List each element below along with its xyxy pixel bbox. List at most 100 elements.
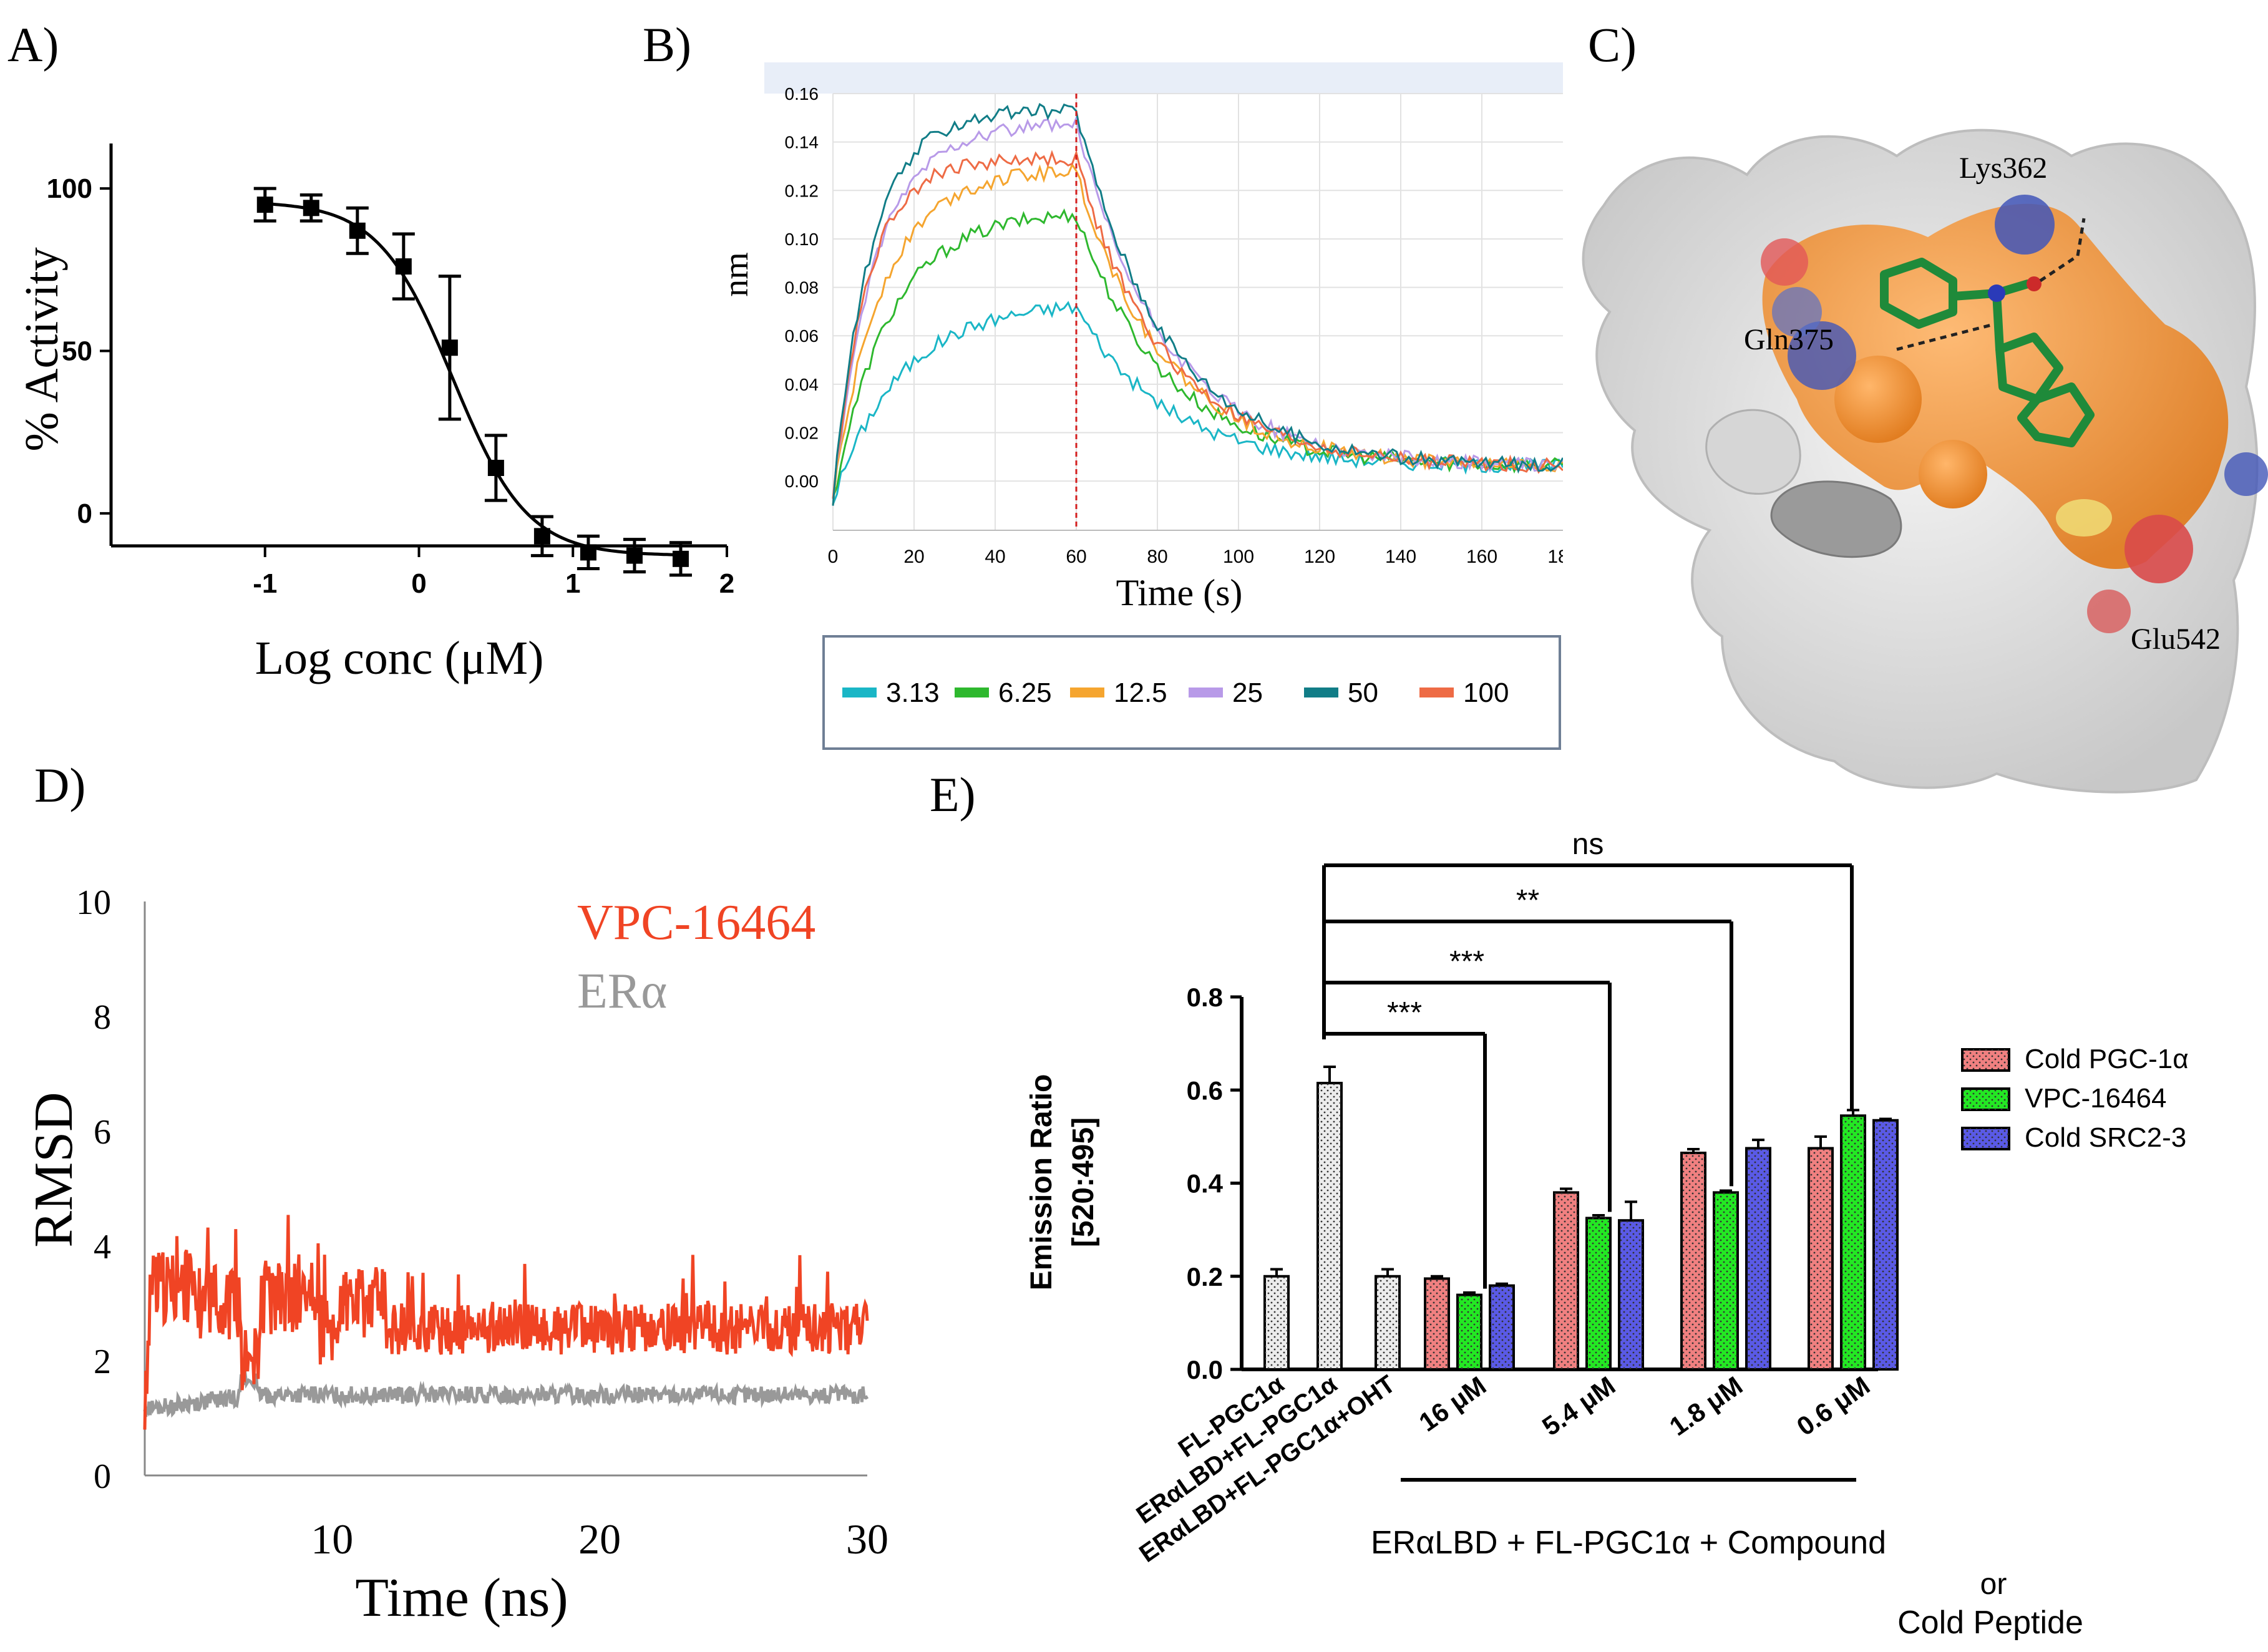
panel-b-grid bbox=[832, 93, 1563, 531]
panel-e-bar-chart: 0.00.20.40.60.8 ********ns FL-PGC1αERαLB… bbox=[1025, 828, 2189, 1641]
panel-d-y-tick-label: 10 bbox=[76, 883, 111, 922]
panel-b-legend-label: 6.25 bbox=[998, 678, 1052, 708]
panel-e-bar-pattern bbox=[1682, 1152, 1705, 1369]
panel-c-red-patch-2 bbox=[2124, 515, 2193, 583]
panel-e-y-tick-label: 0.8 bbox=[1187, 983, 1223, 1012]
panel-d-series-era bbox=[143, 1369, 869, 1418]
panel-e-bar-pattern bbox=[1841, 1115, 1865, 1369]
panel-d-y-tick-label: 4 bbox=[94, 1228, 111, 1266]
panel-a-point bbox=[672, 550, 689, 567]
panel-d-y-tick-label: 6 bbox=[94, 1113, 111, 1152]
panel-a-point bbox=[626, 547, 643, 564]
panel-a-point bbox=[487, 460, 504, 476]
panel-c-blue-patch-2 bbox=[1788, 321, 1856, 390]
panel-b-tick-labels: 0 20 40 60 80 100 120 140 160 180.000.020.040.060… bbox=[785, 84, 1569, 567]
panel-c-orange-sphere-2 bbox=[1919, 440, 1987, 508]
panel-c-ligand-ring-1 bbox=[1880, 258, 1957, 329]
panel-d-ylabel: RMSD bbox=[24, 1092, 84, 1247]
panel-b-legend-swatch bbox=[955, 688, 989, 697]
panel-label-e: E) bbox=[930, 767, 976, 822]
panel-e-ylabel-2: [520:495] bbox=[1067, 1117, 1100, 1247]
panel-c-yellow-patch bbox=[2056, 499, 2112, 537]
panel-c-label-glu542: Glu542 bbox=[2131, 623, 2221, 656]
panel-e-legend: Cold PGC-1α VPC-16464 Cold SRC2-3 bbox=[1961, 1044, 2189, 1153]
panel-e-bar-pattern bbox=[1746, 1148, 1770, 1369]
panel-b-y-tick-label: 0.14 bbox=[785, 133, 819, 152]
panel-b-legend-swatch bbox=[1070, 688, 1104, 697]
panel-e-control-bar-pattern bbox=[1265, 1276, 1288, 1369]
panel-a-point bbox=[349, 222, 366, 239]
panel-b-x-tick-label: 100 bbox=[1223, 547, 1254, 567]
panel-a-point bbox=[395, 258, 412, 275]
panel-e-legend-swatch-pattern bbox=[1962, 1089, 2009, 1110]
panel-c-hbond-1 bbox=[1896, 323, 1994, 351]
panel-b-ylabel: nm bbox=[717, 252, 756, 297]
panel-b-legend-swatch bbox=[1189, 688, 1223, 697]
panel-a-dose-response: -1 0 1 2 0 50 100 Log conc (μM) % Activity bbox=[16, 143, 734, 684]
panel-d-y-tick-label: 2 bbox=[94, 1343, 111, 1381]
panel-b-y-tick-label: 0.10 bbox=[785, 230, 819, 249]
panel-c-gray-tube bbox=[1770, 480, 1902, 558]
panel-b-y-tick-label: 0.12 bbox=[785, 181, 819, 200]
panel-e-category-label: 5.4 μM bbox=[1537, 1371, 1620, 1441]
panel-d-series-vpc bbox=[143, 1215, 869, 1430]
panel-b-legend-swatch bbox=[842, 688, 877, 697]
panel-e-bar-pattern bbox=[1714, 1192, 1738, 1369]
panel-b-series-6.25 bbox=[832, 208, 1564, 498]
panel-c-label-lys362: Lys362 bbox=[1959, 152, 2047, 185]
panel-b-xlabel: Time (s) bbox=[1116, 572, 1243, 613]
panel-d-rmsd: 0 2 4 6 8 10 10 20 30 VPC-16464 ERα Time (ns) RM… bbox=[24, 883, 888, 1628]
panel-e-legend-label: Cold PGC-1α bbox=[2025, 1044, 2189, 1074]
panel-b-y-tick-label: 0.04 bbox=[785, 375, 819, 394]
panel-e-y-tick-label: 0.0 bbox=[1187, 1355, 1223, 1384]
panel-b-series-50 bbox=[832, 102, 1564, 506]
panel-c-blue-patch-4 bbox=[2224, 452, 2268, 496]
panel-b-x-tick-label: 160 bbox=[1466, 547, 1497, 567]
panel-b-x-tick-label: 20 bbox=[903, 547, 924, 567]
panel-e-bars bbox=[1263, 1065, 1899, 1371]
panel-b-legend-label: 50 bbox=[1348, 678, 1378, 708]
panel-e-sig-label: *** bbox=[1387, 996, 1422, 1029]
panel-b-y-tick-label: 0.06 bbox=[785, 326, 819, 346]
panel-e-control-bar-pattern bbox=[1376, 1276, 1399, 1369]
panel-c-label-gln375: Gln375 bbox=[1744, 323, 1834, 356]
panel-b-legend-label: 100 bbox=[1463, 678, 1509, 708]
panel-b-series-12.5 bbox=[832, 163, 1564, 505]
panel-e-legend-swatch-pattern bbox=[1962, 1049, 2009, 1071]
panel-d-y-tick-label: 8 bbox=[94, 998, 111, 1037]
panel-a-x-tick-label: 2 bbox=[719, 568, 734, 599]
panel-e-sig-label: ns bbox=[1572, 828, 1604, 861]
panel-label-b: B) bbox=[643, 17, 691, 72]
panel-e-y-tick-label: 0.6 bbox=[1187, 1076, 1223, 1105]
panel-d-tick-labels: 0 2 4 6 8 10 10 20 30 bbox=[76, 883, 888, 1563]
panel-d-x-tick-label: 20 bbox=[578, 1515, 621, 1563]
panel-c-orange-sphere-1 bbox=[1834, 356, 1922, 443]
panel-e-control-bar-pattern bbox=[1318, 1083, 1341, 1369]
panel-c-ligand-bond-3 bbox=[1992, 289, 2004, 354]
panel-c-red-patch-3 bbox=[2087, 590, 2131, 633]
panel-e-bar-pattern bbox=[1490, 1285, 1514, 1369]
panel-e-legend-label: Cold SRC2-3 bbox=[2025, 1122, 2186, 1153]
panel-c-ligand-ring-2 bbox=[1995, 333, 2063, 404]
panel-c-ligand-o-atom bbox=[2027, 276, 2042, 291]
panel-a-point bbox=[533, 528, 550, 545]
panel-b-x-tick-label: 60 bbox=[1066, 547, 1086, 567]
panel-d-xlabel: Time (ns) bbox=[355, 1568, 568, 1628]
panel-a-fit-curve bbox=[257, 202, 686, 556]
panel-e-group-caption-3: Cold Peptide bbox=[1897, 1605, 2083, 1641]
panel-b-x-tick-label: 140 bbox=[1385, 547, 1416, 567]
panel-b-y-tick-label: 0.00 bbox=[785, 472, 819, 491]
panel-b-legend-label: 3.13 bbox=[886, 678, 940, 708]
panel-b-x-tick-label: 0 bbox=[828, 547, 839, 567]
panel-a-points bbox=[253, 187, 692, 577]
panel-d-y-tick-label: 0 bbox=[94, 1457, 111, 1496]
panel-d-x-tick-label: 30 bbox=[846, 1515, 888, 1563]
panel-b-series-100 bbox=[832, 149, 1564, 499]
panel-e-y-tick-label: 0.4 bbox=[1187, 1169, 1224, 1198]
panel-b-series-3.13 bbox=[832, 301, 1564, 505]
panel-c-blue-patch-3 bbox=[1772, 287, 1822, 337]
panel-a-tick-labels: -1 0 1 2 0 50 100 bbox=[47, 173, 735, 599]
panel-e-group-caption-1: ERαLBD + FL-PGC1α + Compound bbox=[1371, 1525, 1886, 1561]
panel-b-legend: 3.13 6.25 12.5 25 50 100 bbox=[842, 678, 1509, 708]
panel-e-significance: ********ns bbox=[1322, 828, 1854, 1289]
